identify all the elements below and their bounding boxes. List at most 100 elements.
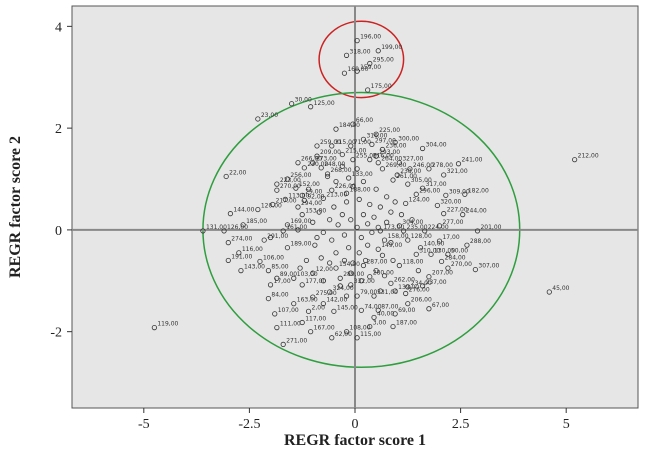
- x-tick-label: 5: [563, 417, 570, 432]
- data-point: [392, 311, 398, 317]
- data-point: [405, 284, 411, 290]
- data-point: [240, 222, 246, 228]
- data-point: [299, 319, 305, 326]
- data-point: [343, 52, 350, 58]
- data-point: [310, 160, 316, 166]
- data-point: [295, 160, 301, 166]
- x-tick-label: -5: [138, 417, 150, 432]
- data-point: [331, 308, 337, 314]
- point-label: 175,00: [371, 83, 392, 90]
- data-point: [261, 237, 267, 243]
- data-point: [455, 161, 462, 167]
- point-label: 216,00: [373, 153, 394, 160]
- data-point: [310, 294, 316, 300]
- data-point: [390, 257, 396, 264]
- data-point: [320, 229, 326, 236]
- point-label: 160,00: [347, 66, 368, 73]
- data-point: [392, 288, 398, 294]
- point-label: 154,00: [339, 261, 360, 268]
- data-point: [341, 232, 348, 238]
- data-point: [358, 234, 364, 241]
- data-point: [396, 262, 402, 269]
- data-point: [381, 273, 388, 279]
- data-point: [339, 151, 345, 158]
- point-label: 169,00: [290, 218, 311, 225]
- point-label: 270,00: [451, 261, 472, 268]
- point-label: 270,00: [280, 183, 301, 190]
- point-label: 223,00: [280, 177, 301, 184]
- point-label: 213,00: [326, 191, 347, 198]
- point-label: 115,00: [360, 331, 381, 338]
- data-point: [314, 153, 320, 159]
- point-label: 125,00: [314, 100, 335, 107]
- point-label: 266,00: [301, 156, 322, 163]
- point-label: 153,00: [305, 208, 326, 215]
- point-label: 69,00: [398, 307, 415, 314]
- point-label: 188,00: [350, 186, 371, 193]
- point-label: 332,00: [354, 278, 375, 285]
- data-point: [280, 341, 286, 347]
- point-label: 89,00: [280, 271, 297, 278]
- data-point: [293, 185, 299, 191]
- point-label: 113,00: [288, 192, 309, 199]
- point-label: 262,00: [394, 276, 415, 283]
- point-label: 67,00: [432, 302, 449, 309]
- data-point: [445, 265, 451, 271]
- data-point: [316, 209, 322, 215]
- y-tick-label: 0: [55, 224, 62, 239]
- data-point: [373, 153, 379, 159]
- point-label: 152,00: [299, 181, 320, 188]
- data-point: [200, 228, 206, 234]
- data-point: [348, 270, 354, 276]
- data-point: [310, 219, 316, 225]
- data-point: [151, 324, 157, 331]
- point-label: 50,00: [451, 247, 468, 254]
- point-label: 296,00: [419, 187, 440, 194]
- data-point: [221, 228, 227, 234]
- point-label: 284,00: [445, 254, 466, 261]
- point-label: 145,00: [337, 304, 358, 311]
- data-point: [280, 228, 286, 234]
- point-label: 159,00: [360, 64, 381, 71]
- data-point: [434, 202, 440, 209]
- point-label: 227,00: [447, 207, 468, 214]
- point-label: 103,00: [297, 271, 318, 278]
- data-point: [356, 196, 362, 202]
- point-label: 206,00: [411, 297, 432, 304]
- data-point: [388, 240, 394, 246]
- data-point: [299, 282, 305, 288]
- data-point: [405, 301, 411, 307]
- data-point: [310, 270, 316, 276]
- data-point: [274, 275, 280, 281]
- data-point: [329, 187, 335, 193]
- point-label: 277,00: [442, 219, 463, 226]
- point-label: 22,00: [229, 169, 246, 176]
- data-point: [305, 308, 312, 314]
- data-point: [333, 178, 339, 185]
- data-point: [329, 143, 335, 149]
- point-label: 142,00: [326, 297, 347, 304]
- axes: -5 -2.5 0 2.5 5 -2 0 2 4: [50, 20, 569, 432]
- data-point: [284, 222, 291, 228]
- data-point: [367, 274, 373, 280]
- data-point: [460, 212, 466, 218]
- data-point: [303, 257, 310, 264]
- data-point: [375, 246, 381, 252]
- data-point: [379, 166, 386, 172]
- point-label: 139,00: [398, 284, 419, 291]
- point-label: 2,00: [312, 304, 326, 311]
- data-point: [441, 172, 447, 178]
- point-label: 3,00: [373, 320, 387, 327]
- point-label: 30,00: [295, 97, 312, 104]
- point-label: 84,00: [271, 292, 288, 299]
- data-point: [360, 178, 367, 185]
- data-point: [348, 217, 354, 223]
- data-point: [324, 173, 331, 180]
- point-label: 287,00: [366, 259, 387, 266]
- point-label: 106,00: [263, 254, 284, 261]
- point-label: 116,00: [242, 246, 263, 253]
- data-point: [379, 252, 386, 258]
- point-label: 149,00: [381, 242, 402, 249]
- reference-lines: [72, 6, 638, 408]
- data-point: [295, 227, 301, 233]
